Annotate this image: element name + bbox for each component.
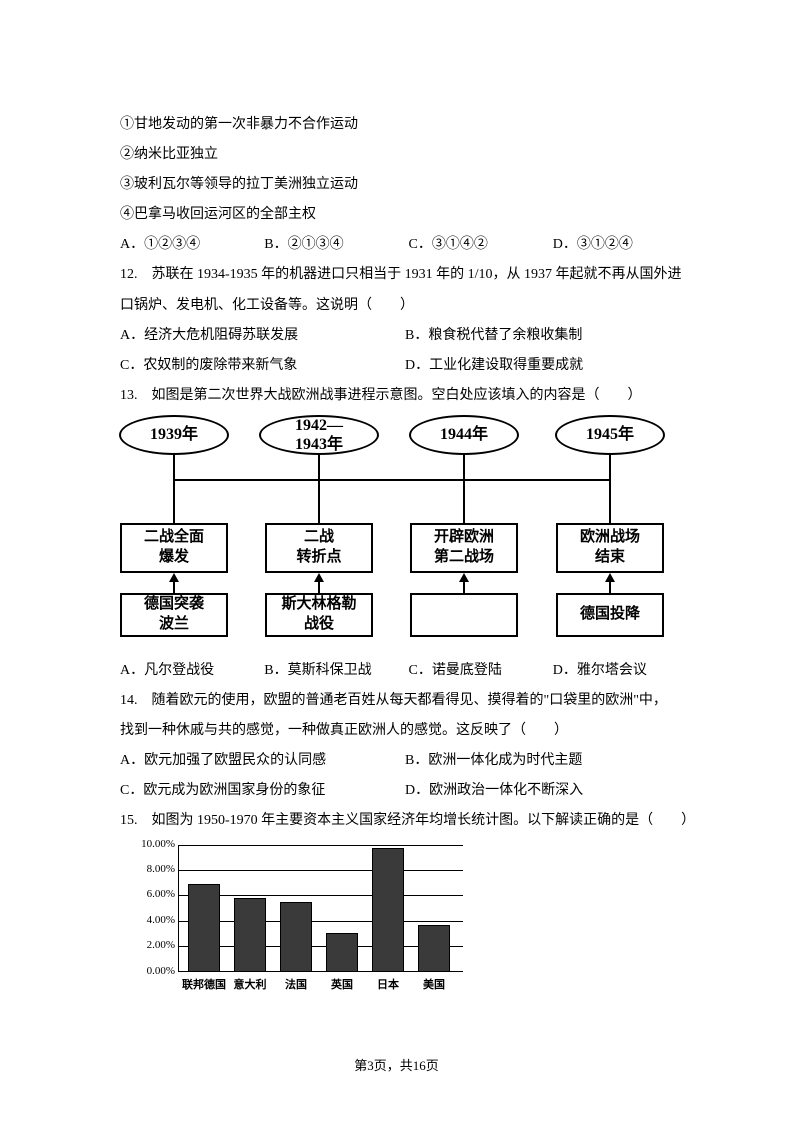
q13-options: A．凡尔登战役 B．莫斯科保卫战 C．诺曼底登陆 D．雅尔塔会议	[120, 656, 683, 686]
barchart-xlabel-4: 日本	[377, 971, 399, 998]
barchart-bar-3	[327, 934, 357, 971]
barchart-ylabel-4: 8.00%	[147, 858, 179, 882]
list-item-2: ②纳米比亚独立	[120, 140, 683, 170]
q12-opts-row1: A．经济大危机阻碍苏联发展 B．粮食税代替了余粮收集制	[120, 321, 683, 351]
q15-stem: 15. 如图为 1950-1970 年主要资本主义国家经济年均增长统计图。以下解…	[120, 806, 683, 836]
q14-opt-d: D．欧洲政治一体化不断深入	[405, 776, 687, 806]
opt-b: B．②①③④	[264, 230, 405, 260]
q14-stem-1: 14. 随着欧元的使用，欧盟的普通老百姓从每天都看得见、摸得着的"口袋里的欧洲"…	[120, 686, 683, 716]
q13-flowchart: 1939年二战全面爆发德国突袭波兰 1942—1943年二战转折点斯大林格勒战役 1…	[114, 415, 684, 650]
flowchart-year-2: 1944年	[409, 415, 519, 455]
q12-stem-2: 口锅炉、发电机、化工设备等。这说明（ ）	[120, 291, 683, 321]
flowchart-vline-mid-0	[173, 479, 175, 523]
q13-opt-c: C．诺曼底登陆	[409, 656, 550, 686]
flowchart-vline-top-1	[318, 455, 320, 479]
q13-stem: 13. 如图是第二次世界大战欧洲战事进程示意图。空白处应该填入的内容是（ ）	[120, 381, 683, 411]
q14-opts-row2: C．欧元成为欧洲国家身份的象征 D．欧洲政治一体化不断深入	[120, 776, 683, 806]
q13-opt-a: A．凡尔登战役	[120, 656, 261, 686]
q14-opt-b: B．欧洲一体化成为时代主题	[405, 746, 687, 776]
flowchart-botbox-3: 德国投降	[556, 593, 664, 637]
flowchart-hline	[174, 479, 610, 481]
barchart-bar-1	[235, 899, 265, 970]
q12-opt-b: B．粮食税代替了余粮收集制	[405, 321, 687, 351]
q12-stem-1: 12. 苏联在 1934-1935 年的机器进口只相当于 1931 年的 1/1…	[120, 260, 683, 290]
flowchart-vline-top-3	[609, 455, 611, 479]
q12-opts-row2: C．农奴制的废除带来新气象 D．工业化建设取得重要成就	[120, 351, 683, 381]
barchart-plot: 0.00%2.00%4.00%6.00%8.00%10.00%联邦德国意大利法国…	[178, 845, 463, 972]
q12-opt-c: C．农奴制的废除带来新气象	[120, 351, 402, 381]
barchart-bar-5	[419, 926, 449, 970]
flowchart-arrow-3	[605, 573, 615, 582]
barchart-bar-0	[189, 885, 219, 970]
flowchart-vline-mid-2	[463, 479, 465, 523]
barchart-grid-5	[179, 845, 463, 846]
list-item-1: ①甘地发动的第一次非暴力不合作运动	[120, 110, 683, 140]
barchart-xlabel-2: 法国	[285, 971, 307, 998]
q14-opts-row1: A．欧元加强了欧盟民众的认同感 B．欧洲一体化成为时代主题	[120, 746, 683, 776]
q13-opt-b: B．莫斯科保卫战	[264, 656, 405, 686]
footer-suf: 页	[426, 1058, 439, 1073]
barchart-xlabel-1: 意大利	[234, 971, 267, 998]
flowchart-botbox-1: 斯大林格勒战役	[265, 593, 373, 637]
flowchart-botbox-0: 德国突袭波兰	[120, 593, 228, 637]
barchart-xlabel-0: 联邦德国	[182, 971, 226, 998]
barchart-ylabel-5: 10.00%	[141, 833, 179, 857]
q12-opt-d: D．工业化建设取得重要成就	[405, 351, 687, 381]
barchart-grid-2	[179, 921, 463, 922]
flowchart-year-3: 1945年	[555, 415, 665, 455]
footer-pre: 第	[354, 1058, 367, 1073]
q14-opt-c: C．欧元成为欧洲国家身份的象征	[120, 776, 402, 806]
flowchart-vline-top-2	[463, 455, 465, 479]
flowchart-vline-top-0	[173, 455, 175, 479]
barchart-grid-4	[179, 870, 463, 871]
barchart-xlabel-5: 美国	[423, 971, 445, 998]
barchart-bar-2	[281, 903, 311, 970]
q-prev-options: A．①②③④ B．②①③④ C．③①④② D．③①②④	[120, 230, 683, 260]
barchart-ylabel-1: 2.00%	[147, 934, 179, 958]
footer-total: 16	[413, 1058, 426, 1073]
list-item-3: ③玻利瓦尔等领导的拉丁美洲独立运动	[120, 170, 683, 200]
list-item-4: ④巴拿马收回运河区的全部主权	[120, 200, 683, 230]
flowchart-midbox-0: 二战全面爆发	[120, 523, 228, 573]
barchart-bar-4	[373, 849, 403, 971]
flowchart-botbox-2	[410, 593, 518, 637]
q14-opt-a: A．欧元加强了欧盟民众的认同感	[120, 746, 402, 776]
q12-opt-a: A．经济大危机阻碍苏联发展	[120, 321, 402, 351]
barchart-ylabel-2: 4.00%	[147, 909, 179, 933]
opt-c: C．③①④②	[409, 230, 550, 260]
flowchart-vline-mid-1	[318, 479, 320, 523]
flowchart-midbox-1: 二战转折点	[265, 523, 373, 573]
barchart-ylabel-3: 6.00%	[147, 883, 179, 907]
barchart-ylabel-0: 0.00%	[147, 960, 179, 984]
barchart-xlabel-3: 英国	[331, 971, 353, 998]
q13-opt-d: D．雅尔塔会议	[553, 656, 694, 686]
flowchart-midbox-3: 欧洲战场结束	[556, 523, 664, 573]
opt-a: A．①②③④	[120, 230, 261, 260]
flowchart-midbox-2: 开辟欧洲第二战场	[410, 523, 518, 573]
footer-mid: 页，共	[374, 1058, 413, 1073]
flowchart-arrow-2	[459, 573, 469, 582]
flowchart-year-1: 1942—1943年	[259, 415, 379, 455]
flowchart-arrow-1	[314, 573, 324, 582]
barchart-grid-3	[179, 895, 463, 896]
flowchart-year-0: 1939年	[119, 415, 229, 455]
page-body: ①甘地发动的第一次非暴力不合作运动 ②纳米比亚独立 ③玻利瓦尔等领导的拉丁美洲独…	[0, 0, 793, 1001]
flowchart-arrow-0	[169, 573, 179, 582]
flowchart-vline-mid-3	[609, 479, 611, 523]
q15-barchart: 0.00%2.00%4.00%6.00%8.00%10.00%联邦德国意大利法国…	[126, 841, 486, 1001]
opt-d: D．③①②④	[553, 230, 694, 260]
q14-stem-2: 找到一种休戚与共的感觉，一种做真正欧洲人的感觉。这反映了（ ）	[120, 716, 683, 746]
page-footer: 第3页，共16页	[0, 1055, 793, 1074]
